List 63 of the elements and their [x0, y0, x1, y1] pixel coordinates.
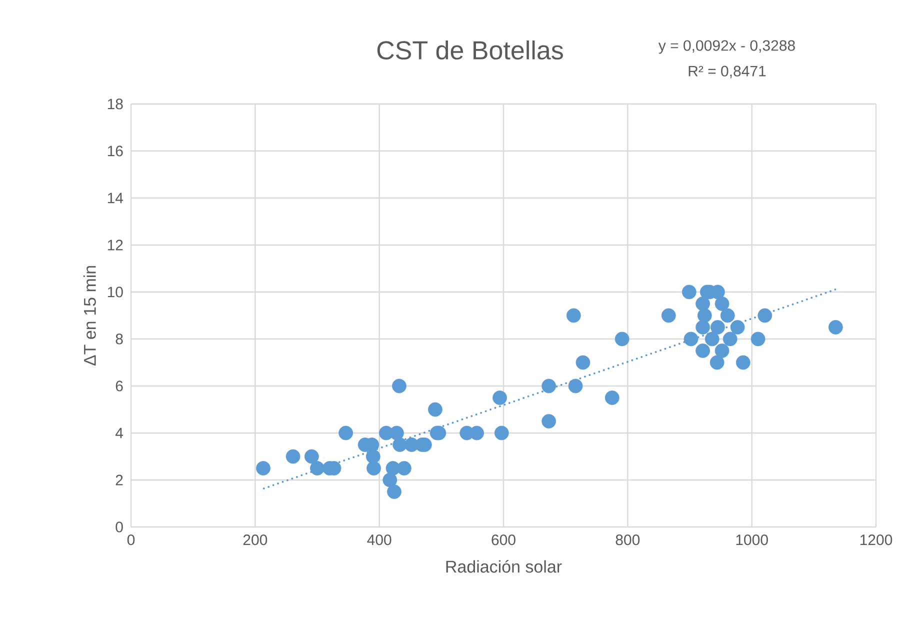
- point: [722, 332, 738, 346]
- text: y = 0,0092x - 0,3288: [658, 40, 795, 54]
- point: [714, 296, 730, 311]
- point: [720, 308, 735, 323]
- point: [736, 355, 750, 370]
- point: [696, 320, 710, 334]
- point: [392, 378, 406, 394]
- point: [568, 378, 583, 394]
- point: [390, 426, 404, 440]
- point: [614, 332, 630, 346]
- point: [604, 390, 620, 405]
- y-tick-label: 0: [116, 522, 123, 532]
- point: [684, 332, 698, 346]
- point: [494, 426, 509, 440]
- point: [542, 378, 556, 394]
- x-tick-label: 1200: [860, 534, 892, 546]
- point: [304, 449, 319, 464]
- point: [310, 461, 324, 476]
- point: [750, 332, 766, 346]
- x-tick-label: 1000: [736, 534, 768, 546]
- text: R² = 0,8471: [688, 66, 766, 78]
- point: [396, 461, 412, 476]
- x-axis-title: Radiación solar: [446, 560, 562, 573]
- point: [566, 308, 581, 323]
- y-tick-label: 12: [108, 240, 123, 250]
- point: [366, 461, 381, 476]
- point: [256, 461, 270, 476]
- point: [714, 344, 730, 358]
- point: [492, 390, 507, 405]
- point: [470, 426, 484, 440]
- point: [758, 308, 772, 323]
- y-tick-label: 14: [108, 192, 124, 204]
- point: [682, 284, 696, 300]
- y-tick-label: 18: [108, 98, 123, 110]
- point: [828, 320, 843, 334]
- y-tick-label: 2: [116, 474, 123, 486]
- x-tick-label: 200: [243, 534, 268, 546]
- point: [542, 414, 556, 428]
- x-tick-label: 600: [492, 534, 516, 546]
- x-tick-label: 800: [616, 534, 640, 546]
- point: [286, 449, 300, 464]
- point: [730, 320, 745, 334]
- point: [387, 484, 402, 499]
- point: [338, 426, 354, 440]
- point: [661, 308, 676, 323]
- point: [696, 344, 710, 358]
- chart-title: CST de Botellas: [377, 40, 563, 60]
- y-axis-title: ΔT en 15 min: [83, 266, 96, 366]
- y-tick-label: 16: [108, 146, 123, 156]
- y-tick-label: 10: [108, 286, 123, 298]
- y-tick-label: 4: [115, 428, 124, 438]
- point: [428, 402, 442, 417]
- point: [392, 438, 408, 452]
- y-tick-label: 6: [116, 380, 123, 392]
- x-tick-label: 400: [367, 534, 392, 546]
- point: [366, 449, 380, 464]
- point: [710, 320, 725, 334]
- x-tick-label: 0: [127, 534, 135, 546]
- point: [576, 355, 590, 370]
- y-tick-label: 8: [116, 334, 123, 344]
- point: [697, 308, 712, 323]
- point: [704, 332, 720, 346]
- point: [710, 355, 724, 370]
